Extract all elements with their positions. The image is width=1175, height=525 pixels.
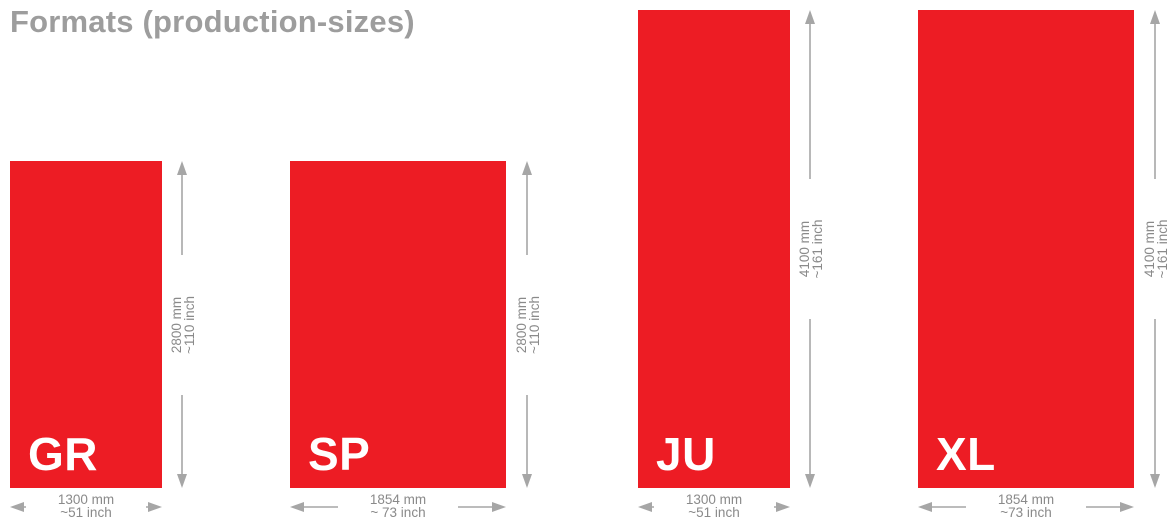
xl-width-label: 1854 mm ~73 inch — [966, 493, 1086, 519]
page-title: Formats (production-sizes) — [10, 4, 415, 39]
ju-height-inch: ~161 inch — [810, 219, 825, 279]
format-ju-code: JU — [656, 428, 716, 480]
xl-height-label: 4100 mm ~161 inch — [1142, 179, 1170, 319]
xl-height-inch: ~161 inch — [1155, 219, 1170, 279]
gr-width-mm: 1300 mm — [57, 492, 115, 507]
sp-width-label: 1854 mm ~ 73 inch — [338, 493, 458, 519]
sp-width-mm: 1854 mm — [369, 492, 427, 507]
sp-width-inch: ~ 73 inch — [370, 505, 426, 520]
format-sp-banner: SP — [290, 161, 506, 488]
format-xl-code: XL — [936, 428, 996, 480]
gr-height-inch: ~110 inch — [182, 296, 197, 354]
format-xl-banner: XL — [918, 10, 1134, 488]
gr-width-inch: ~51 inch — [60, 505, 112, 520]
sp-height-inch: ~110 inch — [527, 296, 542, 354]
format-gr-banner: GR — [10, 161, 162, 488]
format-sp-code: SP — [308, 428, 371, 480]
format-gr-code: GR — [28, 428, 98, 480]
ju-width-mm: 1300 mm — [685, 492, 743, 507]
ju-height-label: 4100 mm ~161 inch — [797, 179, 825, 319]
gr-width-label: 1300 mm ~51 inch — [26, 493, 146, 519]
gr-height-label: 2800 mm ~110 inch — [169, 255, 197, 395]
xl-width-mm: 1854 mm — [997, 492, 1055, 507]
format-ju-banner: JU — [638, 10, 790, 488]
sp-height-label: 2800 mm ~110 inch — [514, 255, 542, 395]
ju-width-inch: ~51 inch — [688, 505, 740, 520]
ju-width-label: 1300 mm ~51 inch — [654, 493, 774, 519]
xl-width-inch: ~73 inch — [1000, 505, 1052, 520]
